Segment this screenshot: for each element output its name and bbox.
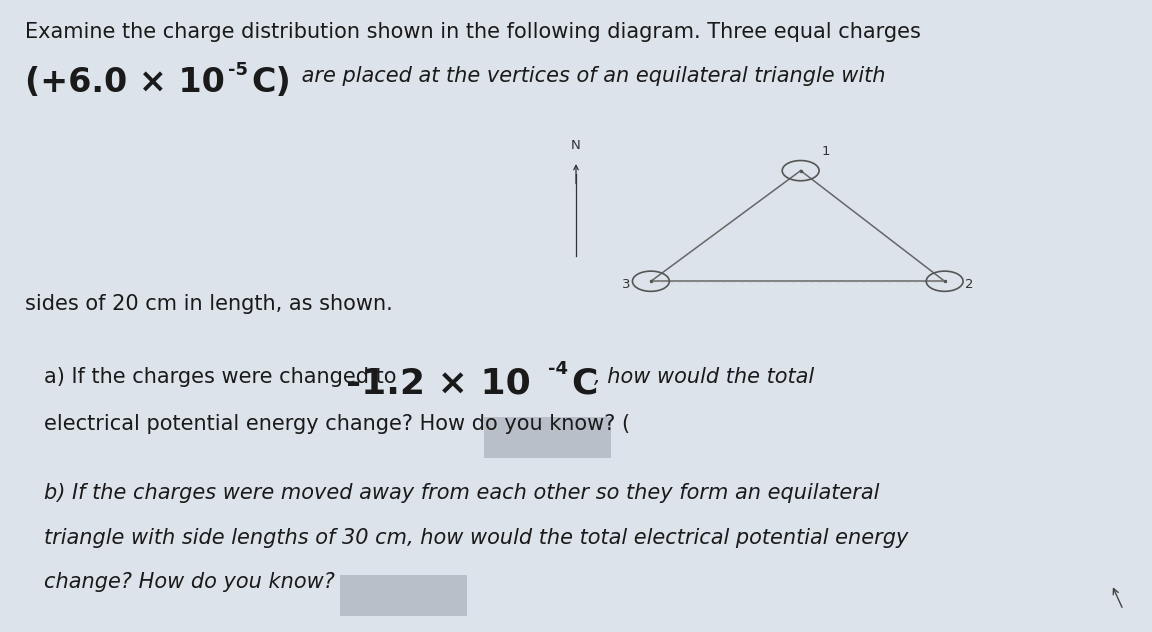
Text: C): C) [251, 66, 291, 99]
Text: a) If the charges were changed to: a) If the charges were changed to [44, 367, 396, 387]
Text: are placed at the vertices of an equilateral triangle with: are placed at the vertices of an equilat… [295, 66, 886, 87]
Bar [484, 417, 611, 458]
Text: Examine the charge distribution shown in the following diagram. Three equal char: Examine the charge distribution shown in… [25, 22, 922, 42]
Text: -5: -5 [228, 61, 248, 79]
Text: change? How do you know?: change? How do you know? [44, 572, 334, 592]
Text: (+6.0 × 10: (+6.0 × 10 [25, 66, 226, 99]
Text: sides of 20 cm in length, as shown.: sides of 20 cm in length, as shown. [25, 294, 393, 314]
Text: N: N [571, 138, 581, 152]
Text: triangle with side lengths of 30 cm, how would the total electrical potential en: triangle with side lengths of 30 cm, how… [44, 528, 908, 548]
Text: , how would the total: , how would the total [594, 367, 814, 387]
Text: C: C [571, 367, 598, 401]
Bar [340, 575, 467, 616]
Text: 2: 2 [965, 278, 973, 291]
Text: -4: -4 [548, 360, 568, 378]
Text: 1: 1 [821, 145, 829, 158]
Text: 3: 3 [622, 278, 630, 291]
Text: electrical potential energy change? How do you know? (: electrical potential energy change? How … [44, 414, 630, 434]
Text: b) If the charges were moved away from each other so they form an equilateral: b) If the charges were moved away from e… [44, 483, 879, 504]
Text: -1.2 × 10: -1.2 × 10 [346, 367, 530, 401]
